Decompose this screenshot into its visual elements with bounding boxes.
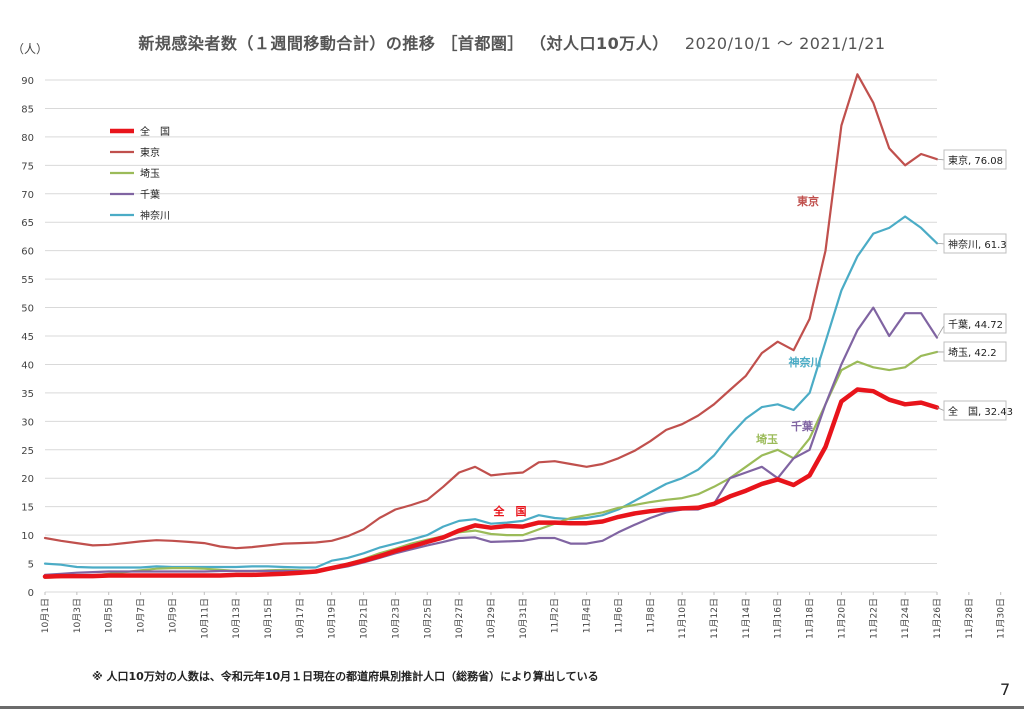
y-tick-label: 30	[21, 417, 34, 428]
footnote: ※ 人口10万対の人数は、令和元年10月１日現在の都道府県別推計人口（総務省）に…	[92, 670, 599, 683]
callout-box	[943, 149, 1007, 170]
x-tick-label: 11月24日	[900, 598, 911, 639]
y-tick-label: 60	[21, 247, 34, 258]
x-tick-label: 10月31日	[518, 598, 529, 639]
inline-series-label: 埼玉	[756, 432, 778, 446]
y-tick-label: 20	[21, 474, 34, 485]
y-tick-label: 55	[21, 275, 34, 286]
y-tick-label: 15	[21, 503, 34, 514]
y-tick-label: 90	[21, 76, 34, 87]
callout-label: 全 国, 32.43	[948, 405, 1013, 418]
callout-label: 神奈川, 61.3	[948, 238, 1007, 251]
x-tick-label: 10月9日	[167, 598, 178, 633]
inline-series-label: 神奈川	[789, 355, 822, 369]
x-tick-label: 10月17日	[295, 598, 306, 639]
x-tick-label: 11月6日	[613, 598, 624, 633]
series-line-0	[42, 387, 940, 579]
callout-box	[943, 313, 1007, 334]
x-tick-label: 11月12日	[709, 598, 720, 639]
x-tick-label: 11月10日	[677, 598, 688, 639]
y-tick-label: 5	[28, 560, 34, 571]
callout-label: 東京, 76.08	[948, 154, 1003, 167]
legend-label: 神奈川	[140, 209, 170, 222]
y-tick-label: 40	[21, 360, 34, 371]
x-tick-label: 10月1日	[40, 598, 51, 633]
y-tick-label: 50	[21, 304, 34, 315]
callout-label: 埼玉, 42.2	[948, 346, 997, 359]
x-tick-label: 11月26日	[932, 598, 943, 639]
x-tick-label: 10月13日	[231, 598, 242, 639]
x-tick-label: 10月27日	[454, 598, 465, 639]
chart-title: 新規感染者数（１週間移動合計）の推移 ［首都圏］ （対人口10万人） 2020/…	[0, 30, 1024, 54]
x-tick-label: 10月3日	[72, 598, 83, 633]
x-tick-label: 11月16日	[773, 598, 784, 639]
y-tick-label: 85	[21, 104, 34, 115]
x-tick-label: 10月19日	[327, 598, 338, 639]
x-tick-label: 11月8日	[645, 598, 656, 633]
x-tick-label: 10月21日	[359, 598, 370, 639]
callout-box	[943, 233, 1007, 254]
legend-label: 全 国	[140, 125, 170, 138]
legend-label: 千葉	[140, 188, 160, 201]
series-line-3	[43, 306, 939, 577]
y-tick-label: 35	[21, 389, 34, 400]
y-tick-label: 65	[21, 218, 34, 229]
inline-series-label: 全 国	[493, 504, 527, 518]
x-tick-label: 11月2日	[550, 598, 561, 633]
x-tick-label: 11月14日	[741, 598, 752, 639]
x-tick-label: 11月20日	[836, 598, 847, 639]
series-line-4	[43, 215, 939, 569]
x-tick-label: 11月4日	[582, 598, 593, 633]
x-tick-label: 11月18日	[805, 598, 816, 639]
x-tick-label: 10月29日	[486, 598, 497, 639]
y-tick-label: 10	[21, 531, 34, 542]
x-tick-label: 10月5日	[104, 598, 115, 633]
callout-box	[943, 341, 1007, 362]
y-tick-label: 0	[28, 588, 34, 599]
legend-label: 東京	[140, 146, 160, 159]
y-tick-label: 70	[21, 190, 34, 201]
y-tick-label: 75	[21, 161, 34, 172]
x-tick-label: 10月23日	[390, 598, 401, 639]
y-tick-label: 80	[21, 133, 34, 144]
y-axis-unit-label: （人）	[12, 42, 49, 56]
inline-series-label: 東京	[797, 194, 819, 208]
y-tick-label: 25	[21, 446, 34, 457]
x-tick-label: 11月28日	[964, 598, 975, 639]
x-tick-label: 10月25日	[422, 598, 433, 639]
callout-label: 千葉, 44.72	[948, 318, 1003, 331]
x-tick-label: 11月22日	[868, 598, 879, 639]
x-tick-label: 11月30日	[996, 598, 1007, 639]
inline-series-label: 千葉	[791, 419, 814, 433]
bottom-rule	[0, 706, 1024, 709]
page-number: 7	[1000, 680, 1011, 699]
x-tick-label: 10月11日	[199, 598, 210, 639]
chart-title-text: 新規感染者数（１週間移動合計）の推移 ［首都圏］ （対人口10万人）	[138, 34, 669, 53]
chart-date-range: 2020/10/1 〜 2021/1/21	[684, 34, 886, 53]
x-tick-label: 10月7日	[136, 598, 147, 633]
series-line-1	[43, 73, 939, 550]
legend-label: 埼玉	[140, 167, 160, 180]
x-tick-label: 10月15日	[263, 598, 274, 639]
callout-box	[943, 400, 1007, 421]
y-tick-label: 45	[21, 332, 34, 343]
series-line-2	[43, 350, 939, 579]
